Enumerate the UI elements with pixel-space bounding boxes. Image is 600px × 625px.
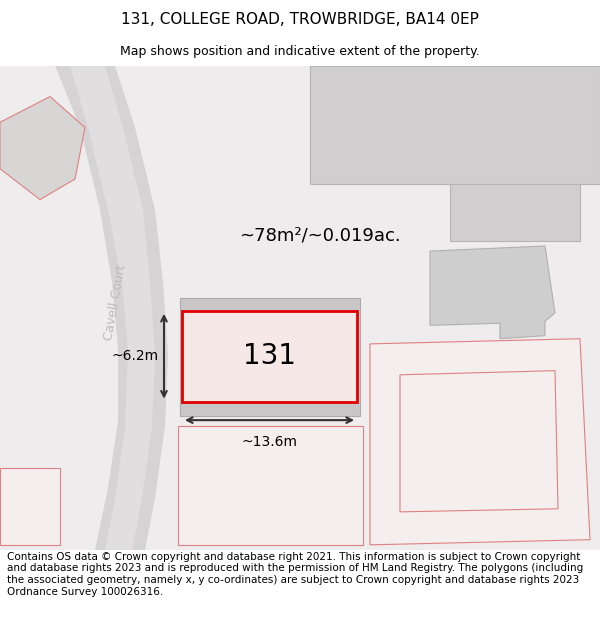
Text: ~13.6m: ~13.6m — [241, 434, 298, 449]
Polygon shape — [430, 246, 555, 339]
Text: 131, COLLEGE ROAD, TROWBRIDGE, BA14 0EP: 131, COLLEGE ROAD, TROWBRIDGE, BA14 0EP — [121, 12, 479, 27]
Text: Map shows position and indicative extent of the property.: Map shows position and indicative extent… — [120, 45, 480, 58]
Polygon shape — [70, 66, 155, 550]
Text: ~6.2m: ~6.2m — [112, 349, 159, 363]
Text: Cavell Court: Cavell Court — [102, 264, 128, 342]
Bar — [178, 426, 363, 545]
Polygon shape — [180, 298, 360, 416]
Bar — [310, 66, 600, 184]
Polygon shape — [0, 96, 85, 199]
Polygon shape — [55, 66, 168, 550]
Text: 131: 131 — [243, 342, 296, 370]
Bar — [0, 468, 60, 545]
Polygon shape — [370, 339, 590, 545]
Bar — [182, 311, 357, 402]
Text: ~78m²/~0.019ac.: ~78m²/~0.019ac. — [239, 227, 401, 244]
Bar — [450, 184, 580, 241]
Polygon shape — [400, 371, 558, 512]
Text: Contains OS data © Crown copyright and database right 2021. This information is : Contains OS data © Crown copyright and d… — [7, 552, 583, 597]
